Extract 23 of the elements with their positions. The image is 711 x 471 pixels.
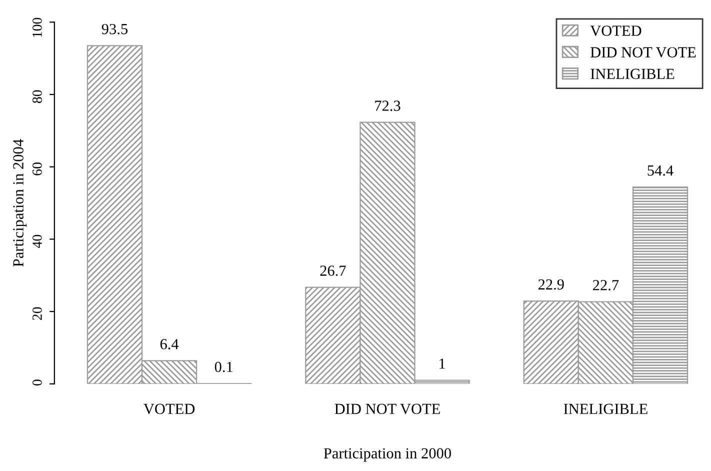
- x-tick-label: INELIGIBLE: [564, 404, 648, 414]
- y-tick-label: 100: [32, 18, 42, 37]
- data-label: 72.3: [375, 100, 400, 111]
- data-label: 93.5: [102, 24, 128, 34]
- data-label: 26.7: [320, 266, 346, 276]
- y-tick-label: 20: [32, 307, 42, 320]
- legend-label: INELIGIBLE: [590, 68, 674, 80]
- y-tick-label: 0: [32, 380, 42, 386]
- x-tick-label: VOTED: [144, 404, 195, 414]
- data-label: 6.4: [160, 339, 179, 350]
- data-label: 1: [440, 358, 445, 369]
- data-label: 54.4: [648, 165, 674, 176]
- legend-label: VOTED: [590, 26, 642, 36]
- legend-label: DID NOT VOTE: [590, 47, 696, 58]
- data-label: 22.7: [593, 280, 619, 290]
- y-axis-title: Participation in 2004: [13, 139, 27, 267]
- y-tick-label: 80: [32, 90, 42, 104]
- x-tick-label: DID NOT VOTE: [334, 404, 440, 414]
- x-axis-title: Participation in 2000: [324, 448, 451, 462]
- data-label: 0.1: [214, 362, 232, 372]
- y-tick-label: 60: [32, 162, 42, 176]
- data-label: 22.9: [538, 279, 564, 290]
- y-tick-label: 40: [32, 234, 42, 248]
